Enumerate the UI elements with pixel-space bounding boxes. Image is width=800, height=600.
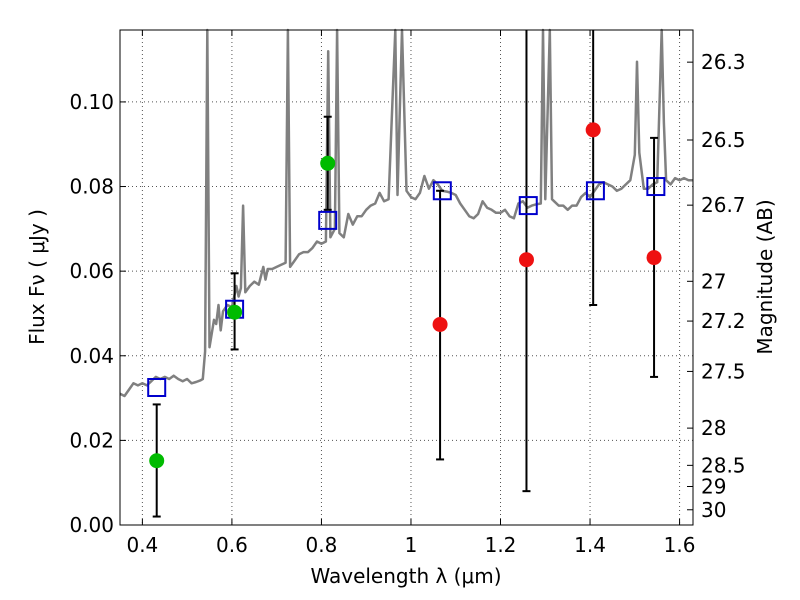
model-photometry-square <box>432 181 452 201</box>
observed-photometry-point <box>646 250 662 266</box>
observed-photometry-point <box>585 122 601 138</box>
observed-photometry-point <box>149 453 165 469</box>
magnitude-tick-label: 30 <box>701 498 726 522</box>
magnitude-tick-label: 27.2 <box>701 309 746 333</box>
x-tick-label: 0.4 <box>126 533 158 557</box>
magnitude-tick-label: 26.7 <box>701 193 746 217</box>
model-photometry-square <box>646 177 666 197</box>
y-tick-label: 0.06 <box>69 259 114 283</box>
x-tick-label: 0.8 <box>306 533 338 557</box>
y-tick-label: 0.10 <box>69 90 114 114</box>
model-spectrum-line <box>119 28 693 398</box>
model-photometry-square <box>318 210 338 230</box>
model-spectrum <box>119 28 693 398</box>
magnitude-tick-label: 26.5 <box>701 128 746 152</box>
observed-photometry-point <box>432 316 448 332</box>
observed-photometry-point <box>227 304 243 320</box>
x-tick-label: 1.2 <box>485 533 517 557</box>
grid-lines <box>120 30 693 526</box>
magnitude-tick-label: 27 <box>701 269 726 293</box>
x-tick-label: 1.4 <box>574 533 606 557</box>
model-photometry-square <box>147 378 167 397</box>
y-tick-label: 0.08 <box>69 175 114 199</box>
magnitude-axis-title: Magnitude (AB) <box>753 199 777 354</box>
magnitude-tick-label: 26.3 <box>701 50 746 74</box>
model-photometry-square <box>585 181 605 201</box>
magnitude-tick-label: 27.5 <box>701 359 746 383</box>
model-photometry-squares <box>147 177 666 397</box>
model-photometry-square <box>518 196 538 216</box>
y-tick-label: 0.00 <box>69 513 114 537</box>
x-tick-label: 1.6 <box>664 533 696 557</box>
axis-ticks: 0.4 0.6 0.8 1 1.2 1.4 1.6 0.00 0.02 0.04 0.06 0.08 0… <box>69 30 746 557</box>
magnitude-tick-label: 28 <box>701 416 726 440</box>
y-tick-label: 0.02 <box>69 428 114 452</box>
magnitude-tick-label: 29 <box>701 475 726 499</box>
observed-photometry-points <box>149 122 662 469</box>
observed-photometry-point <box>518 252 534 268</box>
x-axis-title: Wavelength λ (μm) <box>310 564 501 588</box>
plot-frame <box>119 29 694 526</box>
y-tick-label: 0.04 <box>69 344 114 368</box>
x-tick-label: 0.6 <box>216 533 248 557</box>
observed-photometry-point <box>320 155 336 171</box>
x-tick-label: 1 <box>405 533 418 557</box>
y-axis-title: Flux Fν ( μJy ) <box>25 209 49 345</box>
magnitude-tick-label: 28.5 <box>701 453 746 477</box>
